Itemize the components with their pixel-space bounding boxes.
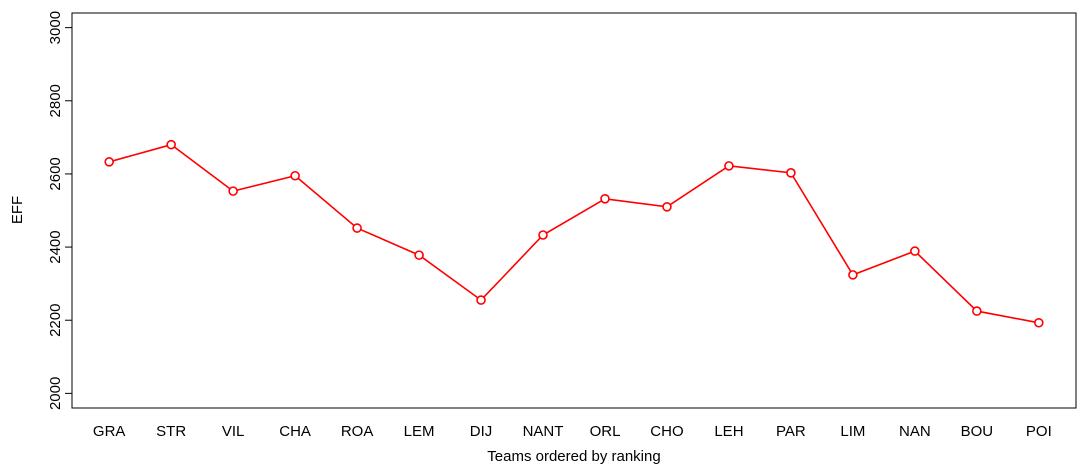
y-tick-label: 2400	[47, 230, 64, 263]
y-axis-title: EFF	[9, 196, 26, 224]
point	[538, 230, 548, 240]
point	[290, 170, 300, 181]
x-tick-label: STR	[156, 423, 186, 440]
x-tick-label: NANT	[523, 423, 564, 440]
x-tick-label: ROA	[341, 423, 374, 440]
point	[600, 193, 610, 204]
y-tick-label: 2200	[47, 304, 64, 337]
point	[352, 223, 362, 233]
point	[166, 139, 176, 150]
x-tick-label: LIM	[840, 423, 865, 440]
x-tick-label: ORL	[590, 423, 621, 440]
line	[108, 143, 1039, 324]
point	[972, 306, 982, 316]
x-tick-label: LEM	[404, 423, 435, 440]
x-tick-label: VIL	[222, 423, 245, 440]
y-tick-label: 2600	[47, 157, 64, 190]
point	[786, 168, 796, 178]
y-tick-label: 3000	[47, 11, 64, 44]
x-tick-label: CHO	[650, 423, 683, 440]
point	[662, 202, 672, 212]
point	[104, 157, 114, 167]
x-tick-label: GRA	[93, 423, 126, 440]
point	[724, 161, 734, 171]
point	[848, 270, 858, 280]
point	[1034, 317, 1044, 328]
y-tick-label: 2800	[47, 84, 64, 117]
x-tick-label: NAN	[899, 423, 931, 440]
point	[910, 246, 920, 256]
point	[476, 295, 486, 305]
x-tick-label: BOU	[961, 423, 994, 440]
x-tick-label: LEH	[714, 423, 743, 440]
x-tick-label: PAR	[776, 423, 806, 440]
plot-box	[71, 12, 1077, 409]
x-tick-label: CHA	[279, 423, 311, 440]
point	[228, 186, 238, 196]
y-tick-label: 2000	[47, 377, 64, 410]
point	[414, 250, 424, 260]
x-tick-label: DIJ	[470, 423, 493, 440]
x-axis-title: Teams ordered by ranking	[487, 448, 660, 465]
x-tick-label: POI	[1026, 423, 1052, 440]
